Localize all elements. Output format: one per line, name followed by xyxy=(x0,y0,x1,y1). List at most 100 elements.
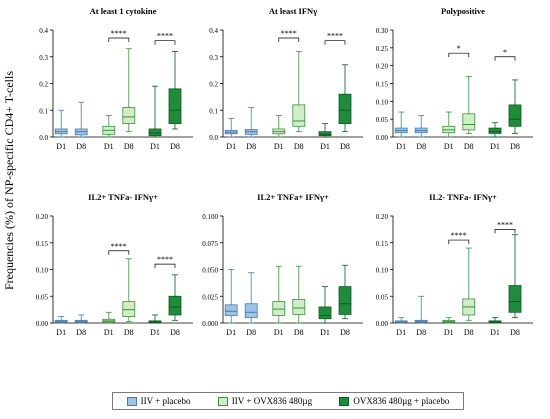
x-tick-label: D1 xyxy=(104,328,114,337)
y-tick-label: 0.10 xyxy=(36,267,49,275)
significance-label: **** xyxy=(111,242,127,251)
y-tick-label: 0.10 xyxy=(376,98,389,106)
x-tick-label: D1 xyxy=(56,142,66,151)
panel-title: At least IFNγ xyxy=(269,6,317,16)
y-tick-label: 0.30 xyxy=(376,27,389,35)
x-tick-label: D8 xyxy=(170,328,180,337)
legend-item-iiv-placebo: IIV + placebo xyxy=(126,396,191,406)
y-tick-label: 0.05 xyxy=(376,116,389,124)
significance-label: **** xyxy=(157,255,173,264)
panel-title: IL2+ TNFa- IFNγ+ xyxy=(88,192,158,202)
y-tick-label: 0.15 xyxy=(36,240,49,248)
significance-bracket xyxy=(494,56,516,61)
y-tick-label: 0.00 xyxy=(376,320,389,328)
box-body xyxy=(318,131,332,137)
y-tick-label: 0.3 xyxy=(39,54,48,62)
box-body xyxy=(292,104,306,127)
box-body xyxy=(168,88,182,125)
significance-label: **** xyxy=(451,231,467,240)
legend-item-iiv-ovx836: IIV + OVX836 480µg xyxy=(217,396,312,406)
box-body xyxy=(488,127,502,134)
y-tick-label: 0.000 xyxy=(202,320,218,328)
panel-title: IL2+ TNFa+ IFNγ+ xyxy=(257,192,329,202)
x-tick-label: D8 xyxy=(76,328,86,337)
box-body xyxy=(292,299,306,315)
x-tick-label: D8 xyxy=(294,142,304,151)
x-tick-label: D8 xyxy=(124,142,134,151)
x-tick-label: D1 xyxy=(104,142,114,151)
x-tick-label: D8 xyxy=(464,142,474,151)
box-body xyxy=(272,301,286,316)
legend-swatch xyxy=(217,396,228,406)
box-body xyxy=(244,303,258,319)
x-tick-label: D1 xyxy=(274,328,284,337)
x-tick-label: D8 xyxy=(246,142,256,151)
significance-bracket xyxy=(324,40,346,45)
box-body xyxy=(122,301,136,317)
significance-bracket xyxy=(278,37,300,43)
x-tick-label: D1 xyxy=(320,328,330,337)
significance-label: **** xyxy=(327,32,343,41)
x-tick-label: D1 xyxy=(396,328,406,337)
x-tick-label: D1 xyxy=(396,142,406,151)
legend-label: OVX836 480µg + placebo xyxy=(353,396,450,406)
x-tick-label: D8 xyxy=(510,328,520,337)
y-tick-label: 0.25 xyxy=(376,45,389,53)
significance-bracket xyxy=(448,239,470,245)
y-tick-label: 0.20 xyxy=(36,213,49,221)
x-tick-label: D1 xyxy=(444,328,454,337)
y-tick-label: 0.00 xyxy=(36,320,49,328)
x-tick-label: D8 xyxy=(170,142,180,151)
y-tick-label: 0.1 xyxy=(39,107,48,115)
y-tick-label: 0.2 xyxy=(209,81,218,89)
significance-label: **** xyxy=(157,32,173,41)
y-tick-label: 0.4 xyxy=(209,27,218,35)
y-tick-label: 0.05 xyxy=(376,293,389,301)
y-tick-label: 0.1 xyxy=(209,107,218,115)
y-tick-label: 0.20 xyxy=(376,63,389,71)
significance-bracket xyxy=(494,229,516,234)
y-tick-label: 0.10 xyxy=(376,267,389,275)
significance-label: **** xyxy=(281,29,297,38)
panel-title: At least 1 cytokine xyxy=(90,6,157,16)
significance-bracket xyxy=(108,37,130,43)
y-tick-label: 0.4 xyxy=(39,27,48,35)
x-tick-label: D1 xyxy=(226,328,236,337)
y-tick-label: 0.15 xyxy=(376,81,389,89)
y-tick-label: 0.00 xyxy=(376,134,389,142)
legend: IIV + placebo IIV + OVX836 480µg OVX836 … xyxy=(112,392,464,410)
y-tick-label: 0.025 xyxy=(202,293,218,301)
panel-title: IL2- TNFa- IFNγ+ xyxy=(429,192,497,202)
y-tick-label: 0.100 xyxy=(202,213,218,221)
y-tick-label: 0.3 xyxy=(209,54,218,62)
x-tick-label: D8 xyxy=(416,328,426,337)
x-tick-label: D8 xyxy=(76,142,86,151)
significance-label: **** xyxy=(497,220,513,229)
x-tick-label: D1 xyxy=(150,142,160,151)
x-tick-label: D8 xyxy=(294,328,304,337)
x-tick-label: D1 xyxy=(56,328,66,337)
x-tick-label: D8 xyxy=(340,328,350,337)
x-tick-label: D8 xyxy=(246,328,256,337)
legend-item-ovx836-placebo: OVX836 480µg + placebo xyxy=(339,396,449,406)
x-tick-label: D1 xyxy=(226,142,236,151)
box-body xyxy=(122,107,136,125)
y-tick-label: 0.2 xyxy=(39,81,48,89)
y-tick-label: 0.0 xyxy=(39,134,48,142)
x-tick-label: D8 xyxy=(510,142,520,151)
y-tick-label: 0.20 xyxy=(376,213,389,221)
y-tick-label: 0.05 xyxy=(36,293,49,301)
significance-bracket xyxy=(108,250,130,255)
significance-label: * xyxy=(457,44,461,53)
significance-bracket xyxy=(154,263,176,269)
box-body xyxy=(224,304,238,316)
x-tick-label: D8 xyxy=(464,328,474,337)
box-body xyxy=(148,128,162,137)
y-tick-label: 0.075 xyxy=(202,240,218,248)
x-tick-label: D1 xyxy=(320,142,330,151)
x-tick-label: D1 xyxy=(490,142,500,151)
box-body xyxy=(462,113,476,131)
y-tick-label: 0.050 xyxy=(202,267,218,275)
x-tick-label: D8 xyxy=(416,142,426,151)
